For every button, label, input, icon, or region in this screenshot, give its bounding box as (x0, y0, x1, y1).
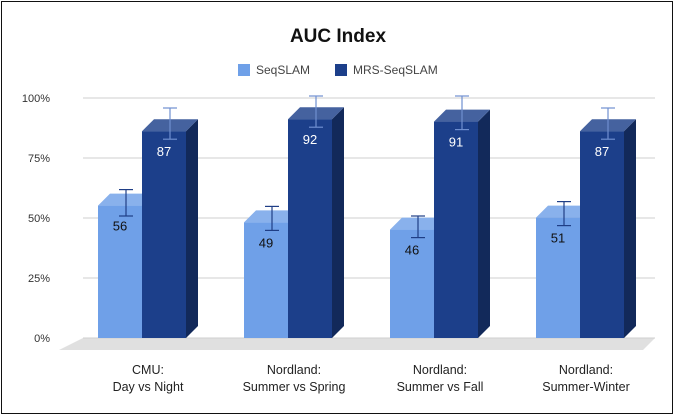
bar: 87 (580, 107, 636, 338)
bar-front (244, 222, 288, 338)
error-bar (601, 107, 615, 140)
bar-front (142, 131, 186, 338)
bar-side (186, 119, 198, 338)
x-tick-label-line: Summer-Winter (542, 380, 630, 394)
bar-front (98, 205, 142, 338)
legend-item: SeqSLAM (238, 63, 310, 77)
x-tick-label-line: Summer vs Spring (243, 380, 346, 394)
legend-label: MRS-SeqSLAM (353, 63, 438, 77)
chart-title: AUC Index (290, 26, 387, 47)
x-tick-label-line: CMU: (132, 363, 164, 377)
data-label: 56 (113, 219, 127, 234)
y-tick-label: 75% (28, 153, 50, 165)
legend-label: SeqSLAM (256, 63, 310, 77)
x-axis: CMU: Day vs Night Nordland: Summer vs Sprin… (113, 363, 630, 394)
bar-side (332, 107, 344, 338)
bar: 91 (434, 95, 490, 338)
error-bar (411, 215, 425, 239)
bar-front (288, 119, 332, 338)
floor-plane (59, 338, 655, 350)
legend-item: MRS-SeqSLAM (335, 63, 438, 77)
bar-front (434, 121, 478, 338)
error-bar (163, 107, 177, 140)
x-tick-label: Nordland: Summer vs Fall (397, 363, 484, 394)
y-tick-label: 25% (28, 273, 50, 285)
bar-front (390, 229, 434, 338)
bar-front (536, 217, 580, 338)
x-tick-label: Nordland: Summer vs Spring (243, 363, 346, 394)
y-tick-label: 100% (22, 93, 50, 105)
bars: 56 87 49 92 46 91 51 87 (98, 95, 636, 338)
data-label: 87 (595, 144, 609, 159)
x-tick-label: Nordland: Summer-Winter (542, 363, 630, 394)
x-tick-label: CMU: Day vs Night (113, 363, 184, 394)
bar: 92 (288, 95, 344, 338)
chart-floor (59, 338, 655, 350)
y-axis: 0% 25% 50% 75% 100% (22, 93, 50, 345)
data-label: 92 (303, 132, 317, 147)
chart-frame: AUC Index SeqSLAM MRS-SeqSLAM 0% 25% 50% 75%… (1, 1, 673, 414)
legend-swatch (238, 64, 250, 76)
x-tick-label-line: Nordland: (413, 363, 467, 377)
error-bar (455, 95, 469, 131)
legend-swatch (335, 64, 347, 76)
x-tick-label-line: Nordland: (559, 363, 613, 377)
error-bar (119, 189, 133, 217)
x-tick-label-line: Summer vs Fall (397, 380, 484, 394)
data-label: 46 (405, 243, 419, 258)
data-label: 51 (551, 231, 565, 246)
x-tick-label-line: Nordland: (267, 363, 321, 377)
bar: 87 (142, 107, 198, 338)
auc-bar-chart: AUC Index SeqSLAM MRS-SeqSLAM 0% 25% 50% 75%… (22, 26, 655, 394)
error-bar (265, 205, 279, 231)
y-tick-label: 0% (34, 333, 50, 345)
error-bar (557, 201, 571, 227)
y-tick-label: 50% (28, 213, 50, 225)
bar-side (478, 109, 490, 338)
data-label: 49 (259, 235, 273, 250)
data-label: 87 (157, 144, 171, 159)
bar-side (624, 119, 636, 338)
error-bar (309, 95, 323, 128)
data-label: 91 (449, 135, 463, 150)
bar-front (580, 131, 624, 338)
x-tick-label-line: Day vs Night (113, 380, 184, 394)
legend: SeqSLAM MRS-SeqSLAM (238, 63, 438, 77)
